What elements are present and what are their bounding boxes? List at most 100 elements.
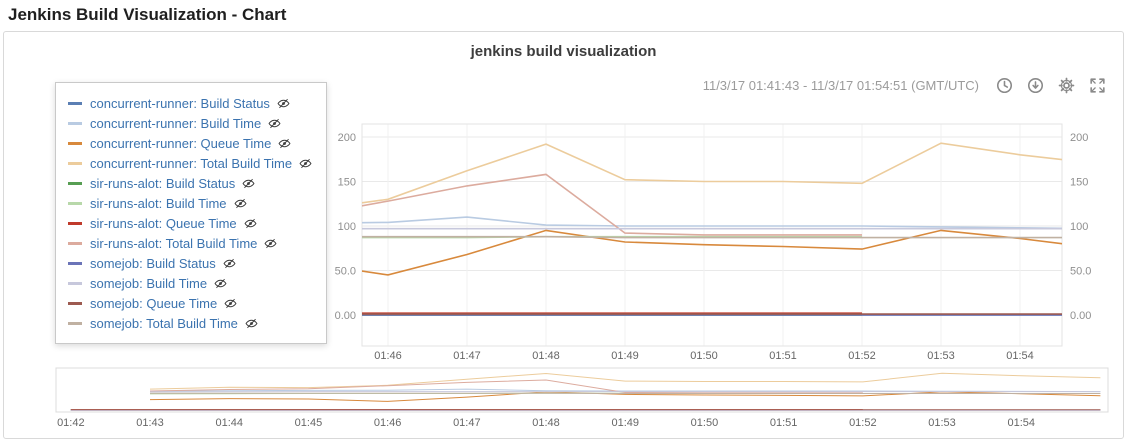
legend-item-label: sir-runs-alot: Build Status	[90, 175, 236, 191]
series-color-swatch	[68, 241, 82, 245]
fullscreen-icon[interactable]	[1088, 76, 1107, 95]
series-line	[362, 142, 1062, 204]
legend-item-label: somejob: Total Build Time	[90, 315, 238, 331]
navigator-x-label: 01:42	[57, 417, 85, 429]
x-axis-label: 01:46	[374, 350, 402, 362]
legend-item[interactable]: somejob: Build Time	[68, 273, 314, 293]
navigator-x-label: 01:52	[849, 417, 877, 429]
y-axis-label-left: 100	[338, 221, 356, 233]
page-title: Jenkins Build Visualization - Chart	[8, 5, 287, 24]
y-axis-label-right: 150	[1070, 177, 1088, 189]
y-axis-label-left: 0.00	[335, 310, 356, 322]
panel-title: jenkins build visualization	[470, 43, 657, 60]
x-axis-label: 01:52	[848, 350, 876, 362]
eye-icon[interactable]	[245, 317, 258, 330]
series-color-swatch	[68, 161, 82, 165]
y-axis-label-right: 0.00	[1070, 310, 1091, 322]
series-color-swatch	[68, 121, 82, 125]
y-axis-label-right: 50.0	[1070, 266, 1091, 278]
eye-icon[interactable]	[242, 177, 255, 190]
eye-icon[interactable]	[277, 97, 290, 110]
legend-item[interactable]: somejob: Total Build Time	[68, 313, 314, 333]
gear-icon[interactable]	[1057, 76, 1076, 95]
series-line	[362, 216, 1062, 230]
legend-item-label: concurrent-runner: Build Status	[90, 95, 270, 111]
eye-icon[interactable]	[268, 117, 281, 130]
legend-item[interactable]: sir-runs-alot: Queue Time	[68, 213, 314, 233]
y-axis-label-left: 150	[338, 177, 356, 189]
legend-item-label: concurrent-runner: Build Time	[90, 115, 262, 131]
eye-icon[interactable]	[224, 297, 237, 310]
legend-item-label: somejob: Queue Time	[90, 295, 218, 311]
series-line	[362, 173, 862, 236]
x-axis-label: 01:48	[532, 350, 560, 362]
legend-item-label: sir-runs-alot: Build Time	[90, 195, 227, 211]
series-color-swatch	[68, 141, 82, 145]
y-axis-label-right: 200	[1070, 132, 1088, 144]
main-chart[interactable]: 0.00 0.00 50.0 50.0 100 100 150 150 200 200 01:46 0…	[72, 123, 1099, 362]
legend-item[interactable]: sir-runs-alot: Build Time	[68, 193, 314, 213]
eye-icon[interactable]	[244, 217, 257, 230]
series-color-swatch	[68, 281, 82, 285]
navigator-x-label: 01:53	[928, 417, 956, 429]
navigator-x-label: 01:50	[691, 417, 719, 429]
x-axis-label: 01:51	[769, 350, 797, 362]
navigator-x-label: 01:51	[770, 417, 798, 429]
eye-icon[interactable]	[264, 237, 277, 250]
chart-toolbar: 11/3/17 01:41:43 - 11/3/17 01:54:51 (GMT…	[703, 76, 1107, 95]
navigator-x-label: 01:44	[215, 417, 243, 429]
series-color-swatch	[68, 261, 82, 265]
range-slider[interactable]: 01:42 01:43 01:44 01:45 01:46 01:47 01:48 01:49…	[55, 367, 1109, 429]
y-axis-label-left: 200	[338, 132, 356, 144]
legend-item[interactable]: somejob: Build Status	[68, 253, 314, 273]
download-icon[interactable]	[1026, 76, 1045, 95]
y-axis-label-right: 100	[1070, 221, 1088, 233]
clock-icon[interactable]	[995, 76, 1014, 95]
legend-item[interactable]: sir-runs-alot: Total Build Time	[68, 233, 314, 253]
eye-icon[interactable]	[234, 197, 247, 210]
navigator-x-label: 01:45	[295, 417, 323, 429]
legend: concurrent-runner: Build Status concurren…	[55, 82, 327, 344]
y-axis-label-left: 50.0	[335, 266, 356, 278]
navigator-x-label: 01:48	[532, 417, 560, 429]
legend-item[interactable]: concurrent-runner: Build Time	[68, 113, 314, 133]
legend-item-label: somejob: Build Status	[90, 255, 216, 271]
x-axis-label: 01:50	[690, 350, 718, 362]
time-range-label: 11/3/17 01:41:43 - 11/3/17 01:54:51 (GMT…	[702, 78, 979, 93]
legend-item-label: sir-runs-alot: Total Build Time	[90, 235, 258, 251]
series-color-swatch	[68, 201, 82, 205]
chart-panel: jenkins build visualization 11/3/17 01:4…	[3, 31, 1124, 439]
legend-item-label: concurrent-runner: Total Build Time	[90, 155, 293, 171]
eye-icon[interactable]	[214, 277, 227, 290]
series-color-swatch	[68, 101, 82, 105]
navigator-x-label: 01:43	[136, 417, 164, 429]
x-axis-label: 01:49	[611, 350, 639, 362]
navigator-x-label: 01:49	[611, 417, 639, 429]
eye-icon[interactable]	[223, 257, 236, 270]
series-color-swatch	[68, 181, 82, 185]
series-line	[362, 229, 1062, 276]
x-axis-label: 01:47	[453, 350, 481, 362]
legend-item[interactable]: somejob: Queue Time	[68, 293, 314, 313]
series-line	[149, 379, 863, 394]
x-axis-label: 01:53	[927, 350, 955, 362]
legend-item[interactable]: sir-runs-alot: Build Status	[68, 173, 314, 193]
series-line	[362, 235, 1062, 239]
legend-item-label: sir-runs-alot: Queue Time	[90, 215, 237, 231]
series-color-swatch	[68, 321, 82, 325]
legend-item[interactable]: concurrent-runner: Build Status	[68, 93, 314, 113]
navigator-x-label: 01:47	[453, 417, 481, 429]
series-color-swatch	[68, 221, 82, 225]
x-axis-label: 01:54	[1006, 350, 1034, 362]
legend-item-label: somejob: Build Time	[90, 275, 208, 291]
eye-icon[interactable]	[299, 157, 312, 170]
legend-item-label: concurrent-runner: Queue Time	[90, 135, 272, 151]
navigator-x-label: 01:46	[374, 417, 402, 429]
legend-item[interactable]: concurrent-runner: Total Build Time	[68, 153, 314, 173]
legend-item[interactable]: concurrent-runner: Queue Time	[68, 133, 314, 153]
series-color-swatch	[68, 301, 82, 305]
navigator-x-label: 01:54	[1007, 417, 1035, 429]
eye-icon[interactable]	[278, 137, 291, 150]
series-line	[362, 227, 1062, 230]
